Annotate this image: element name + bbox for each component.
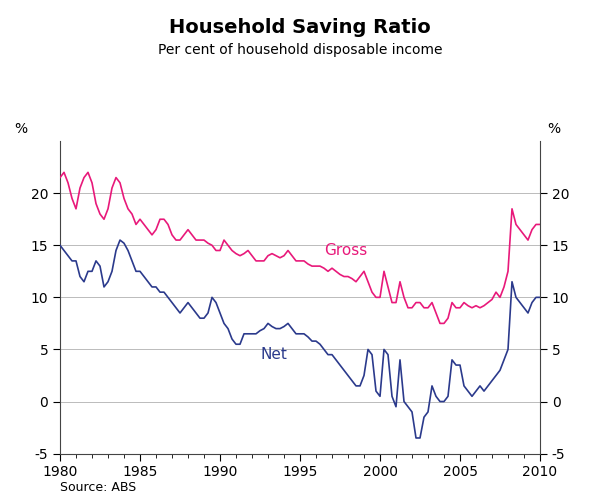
Text: Net: Net <box>260 347 287 362</box>
Text: Gross: Gross <box>324 243 367 258</box>
Text: %: % <box>14 122 28 137</box>
Text: Per cent of household disposable income: Per cent of household disposable income <box>158 43 442 57</box>
Text: %: % <box>547 122 560 137</box>
Text: Household Saving Ratio: Household Saving Ratio <box>169 18 431 37</box>
Text: Source: ABS: Source: ABS <box>60 481 136 494</box>
